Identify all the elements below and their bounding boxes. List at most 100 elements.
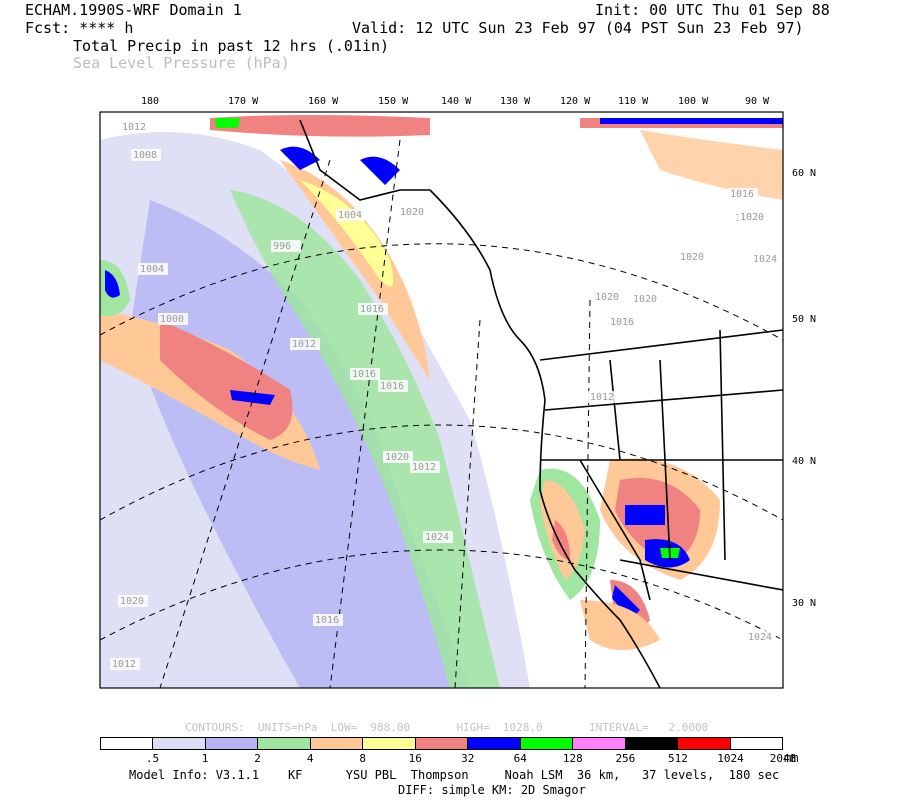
pressure-label-box: [358, 303, 388, 315]
colorbar-units: mm: [784, 751, 799, 765]
pressure-label: 1020: [680, 252, 704, 263]
lon-label-160w: 160 W: [308, 96, 339, 107]
colorbar-segment: [101, 738, 154, 749]
pressure-label-box: [271, 240, 301, 252]
pressure-label-box: [290, 338, 320, 350]
colorbar-label: 256: [615, 752, 636, 765]
pressure-label: 1004: [140, 264, 164, 275]
colorbar-segment: [258, 738, 311, 749]
colorbar-label: 2: [254, 752, 261, 765]
colorbar-label: 32: [461, 752, 475, 765]
pressure-label-box: [378, 380, 408, 392]
pressure-label-box: [608, 316, 638, 328]
lon-label-130w: 130 W: [500, 96, 531, 107]
pressure-label-box: [738, 211, 768, 223]
lon-label-100w: 100 W: [678, 96, 709, 107]
colorbar-segment: [730, 738, 783, 749]
pressure-label: 1020: [595, 292, 619, 303]
colorbar-label: 1: [201, 752, 209, 765]
pressure-label: 1020: [400, 207, 424, 218]
colorbar-segment: [573, 738, 626, 749]
model-title: ECHAM.1990S-WRF Domain 1: [25, 1, 242, 19]
valid-time: Valid: 12 UTC Sun 23 Feb 97 (04 PST Sun …: [352, 19, 804, 37]
lat-label-30n: 30 N: [792, 598, 816, 609]
lon-label-110w: 110 W: [618, 96, 649, 107]
field-title-precip: Total Precip in past 12 hrs (.01in): [73, 37, 390, 55]
pressure-label: 1016: [352, 369, 376, 380]
diff-info: DIFF: simple KM: 2D Smagor: [398, 783, 586, 797]
pressure-label: 1020: [385, 452, 409, 463]
pressure-label-box: [350, 368, 380, 380]
lat-label-60n: 60 N: [792, 168, 816, 179]
pressure-label: 1012: [122, 122, 146, 133]
lon-label-90w: 90 W: [745, 96, 770, 107]
colorbar-label: .5: [145, 752, 160, 765]
pressure-label: 1016: [730, 189, 754, 200]
pressure-label-box: [751, 253, 781, 265]
pressure-label: 1020: [633, 294, 657, 305]
colorbar: [100, 737, 783, 750]
pressure-label: 1008: [133, 150, 157, 161]
pressure-label-box: [728, 188, 758, 200]
colorbar-segment: [205, 738, 259, 749]
pressure-label: 1012: [590, 392, 614, 403]
pressure-label-box: [120, 121, 150, 133]
colorbar-segment: [153, 738, 206, 749]
map-frame: [99, 111, 784, 689]
pressure-label-box: [158, 313, 188, 325]
colorbar-segment: [520, 738, 574, 749]
pressure-label: 1024: [425, 532, 449, 543]
pressure-label-box: [423, 531, 453, 543]
colorbar-segment: [678, 738, 731, 749]
pressure-label: 1024: [748, 632, 772, 643]
pressure-label-box: [410, 461, 440, 473]
pressure-label: 1016: [610, 317, 634, 328]
pressure-label: 1016: [360, 304, 384, 315]
lon-label-140w: 140 W: [441, 96, 472, 107]
field-title-slp: Sea Level Pressure (hPa): [73, 54, 290, 72]
lon-label-170w: 170 W: [228, 96, 259, 107]
pressure-label: 1000: [160, 314, 184, 325]
pressure-label-box: [746, 631, 776, 643]
colorbar-label: 8: [359, 752, 366, 765]
colorbar-segment: [625, 738, 679, 749]
pressure-labels: 1012 1008 1004 1000 996 1004 1016 1012 1016 1016 1…: [110, 121, 781, 670]
contours-info: CONTOURS: UNITS=hPa LOW= 988.00 HIGH= 10…: [185, 721, 709, 734]
lon-label-150w: 150 W: [378, 96, 409, 107]
model-info: Model Info: V3.1.1 KF YSU PBL Thompson N…: [129, 768, 780, 782]
pressure-label-box: [138, 263, 168, 275]
colorbar-segment: [363, 738, 416, 749]
pressure-label: 1004: [338, 210, 362, 221]
colorbar-label: 64: [513, 752, 527, 765]
colorbar-label: 512: [667, 752, 688, 765]
pressure-label: 1024: [753, 254, 777, 265]
colorbar-labels: .5 1 2 4 8 16 32 64 128 256 512 1024 2048: [100, 752, 796, 766]
colorbar-segment: [468, 738, 521, 749]
colorbar-segment: [310, 738, 364, 749]
pressure-label-box: [131, 149, 161, 161]
pressure-label-box: [110, 658, 140, 670]
pressure-label-box: [398, 206, 428, 218]
forecast-hour: Fcst: **** h: [25, 19, 134, 37]
pressure-label-box: [383, 451, 413, 463]
pressure-label: 1020: [740, 212, 764, 223]
pressure-label-box: [678, 251, 708, 263]
pressure-label: 1012: [112, 659, 136, 670]
lon-label-180: 180: [141, 96, 159, 107]
latitude-labels: 60 N 50 N 40 N 30 N: [792, 168, 816, 609]
pressure-label-box: [593, 291, 623, 303]
lon-label-120w: 120 W: [560, 96, 591, 107]
colorbar-segment: [415, 738, 469, 749]
colorbar-label: 4: [306, 752, 314, 765]
colorbar-label: 16: [408, 752, 422, 765]
pressure-label-box: [336, 209, 366, 221]
pressure-label: 1020: [120, 596, 144, 607]
colorbar-label: 2048: [769, 752, 797, 765]
lat-label-40n: 40 N: [792, 456, 816, 467]
init-time: Init: 00 UTC Thu 01 Sep 88: [595, 1, 830, 19]
longitude-labels: 180 170 W 160 W 150 W 140 W 130 W 120 W …: [141, 96, 770, 107]
lat-label-50n: 50 N: [792, 314, 816, 325]
pressure-label-box: [588, 391, 618, 403]
pressure-label-box: [631, 293, 661, 305]
